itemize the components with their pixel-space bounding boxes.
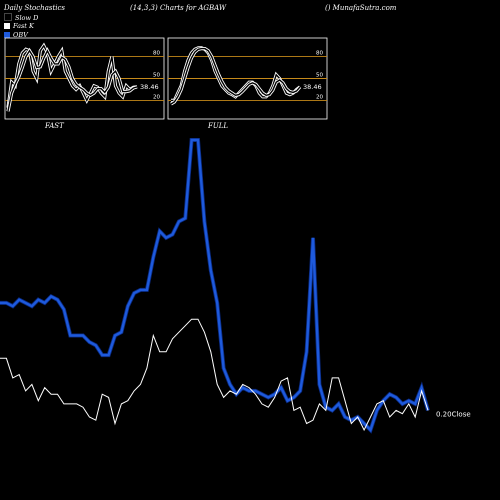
level-label-80: 80 [316, 51, 323, 57]
level-label-50: 50 [316, 73, 323, 79]
panel-label-full: FULL [208, 122, 229, 130]
legend-swatch-obv [4, 32, 10, 38]
header-title-right: () MunafaSutra.com [325, 4, 397, 12]
level-label-20: 20 [316, 94, 323, 100]
legend-obv: OBV [4, 31, 28, 39]
last-value-label-fast: 38.46 [140, 83, 159, 91]
series-line-slow-d [170, 47, 301, 105]
header-title-left: Daily Stochastics [4, 4, 66, 12]
series-line-close [0, 318, 429, 432]
legend-swatch-slow-d [4, 13, 12, 21]
level-label-80: 80 [153, 51, 160, 57]
close-annotation: 0.20Close [436, 410, 471, 418]
series-line-slow-d [7, 49, 138, 112]
panel-label-fast: FAST [45, 122, 64, 130]
header-title-center: (14,3,3) Charts for AGBAW [130, 4, 227, 12]
level-label-20: 20 [153, 94, 160, 100]
series-line-obv [0, 138, 430, 433]
legend-swatch-fast-k [4, 23, 10, 29]
level-label-50: 50 [153, 73, 160, 79]
legend-slow-d: Slow D [4, 13, 38, 22]
legend-fast-k: Fast K [4, 22, 34, 30]
last-value-label-full: 38.46 [303, 83, 322, 91]
